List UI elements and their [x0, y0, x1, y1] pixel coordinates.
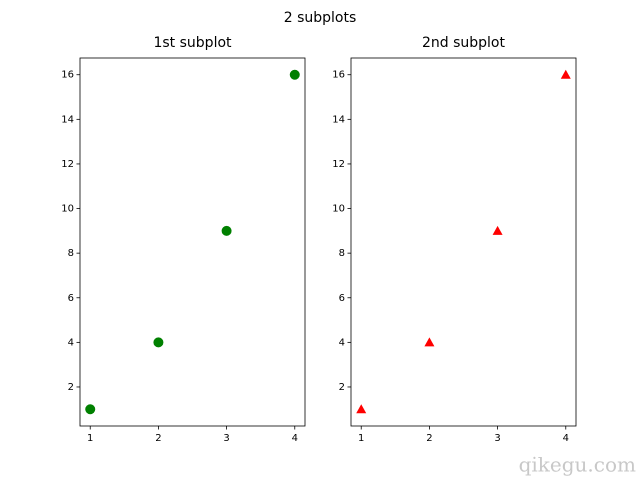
y-tick-label: 14 [61, 114, 74, 125]
y-tick-label: 6 [339, 293, 345, 304]
point [85, 404, 96, 415]
x-tick-label: 3 [494, 433, 500, 444]
point [492, 225, 503, 235]
y-tick-label: 10 [332, 204, 345, 215]
y-tick-label: 16 [61, 70, 74, 81]
x-tick-label: 2 [426, 433, 432, 444]
figure-title: 2 subplots [284, 10, 357, 26]
y-tick-label: 12 [61, 159, 74, 170]
y-tick-label: 2 [339, 382, 345, 393]
y-tick-label: 12 [332, 159, 345, 170]
x-tick-label: 3 [223, 433, 229, 444]
y-tick-label: 4 [339, 337, 345, 348]
point [153, 337, 164, 348]
point [356, 404, 367, 414]
y-tick-label: 8 [68, 248, 74, 259]
y-tick-label: 14 [332, 114, 345, 125]
axes-frame [350, 57, 577, 427]
y-tick-label: 8 [339, 248, 345, 259]
axes-frame [79, 57, 306, 427]
x-tick-label: 4 [563, 433, 569, 444]
point [221, 225, 232, 236]
y-tick-label: 2 [68, 382, 74, 393]
point [424, 337, 435, 347]
y-tick-label: 4 [68, 337, 74, 348]
y-tick-label: 10 [61, 204, 74, 215]
x-tick-label: 1 [87, 433, 93, 444]
x-tick-label: 1 [358, 433, 364, 444]
y-tick-label: 6 [68, 293, 74, 304]
point [289, 69, 300, 80]
watermark: qikegu.com [519, 453, 636, 477]
x-tick-label: 2 [155, 433, 161, 444]
x-tick-label: 4 [292, 433, 298, 444]
subplot-title: 2nd subplot [422, 35, 506, 51]
y-tick-label: 16 [332, 70, 345, 81]
subplot-title: 1st subplot [153, 35, 232, 51]
point [560, 69, 571, 79]
